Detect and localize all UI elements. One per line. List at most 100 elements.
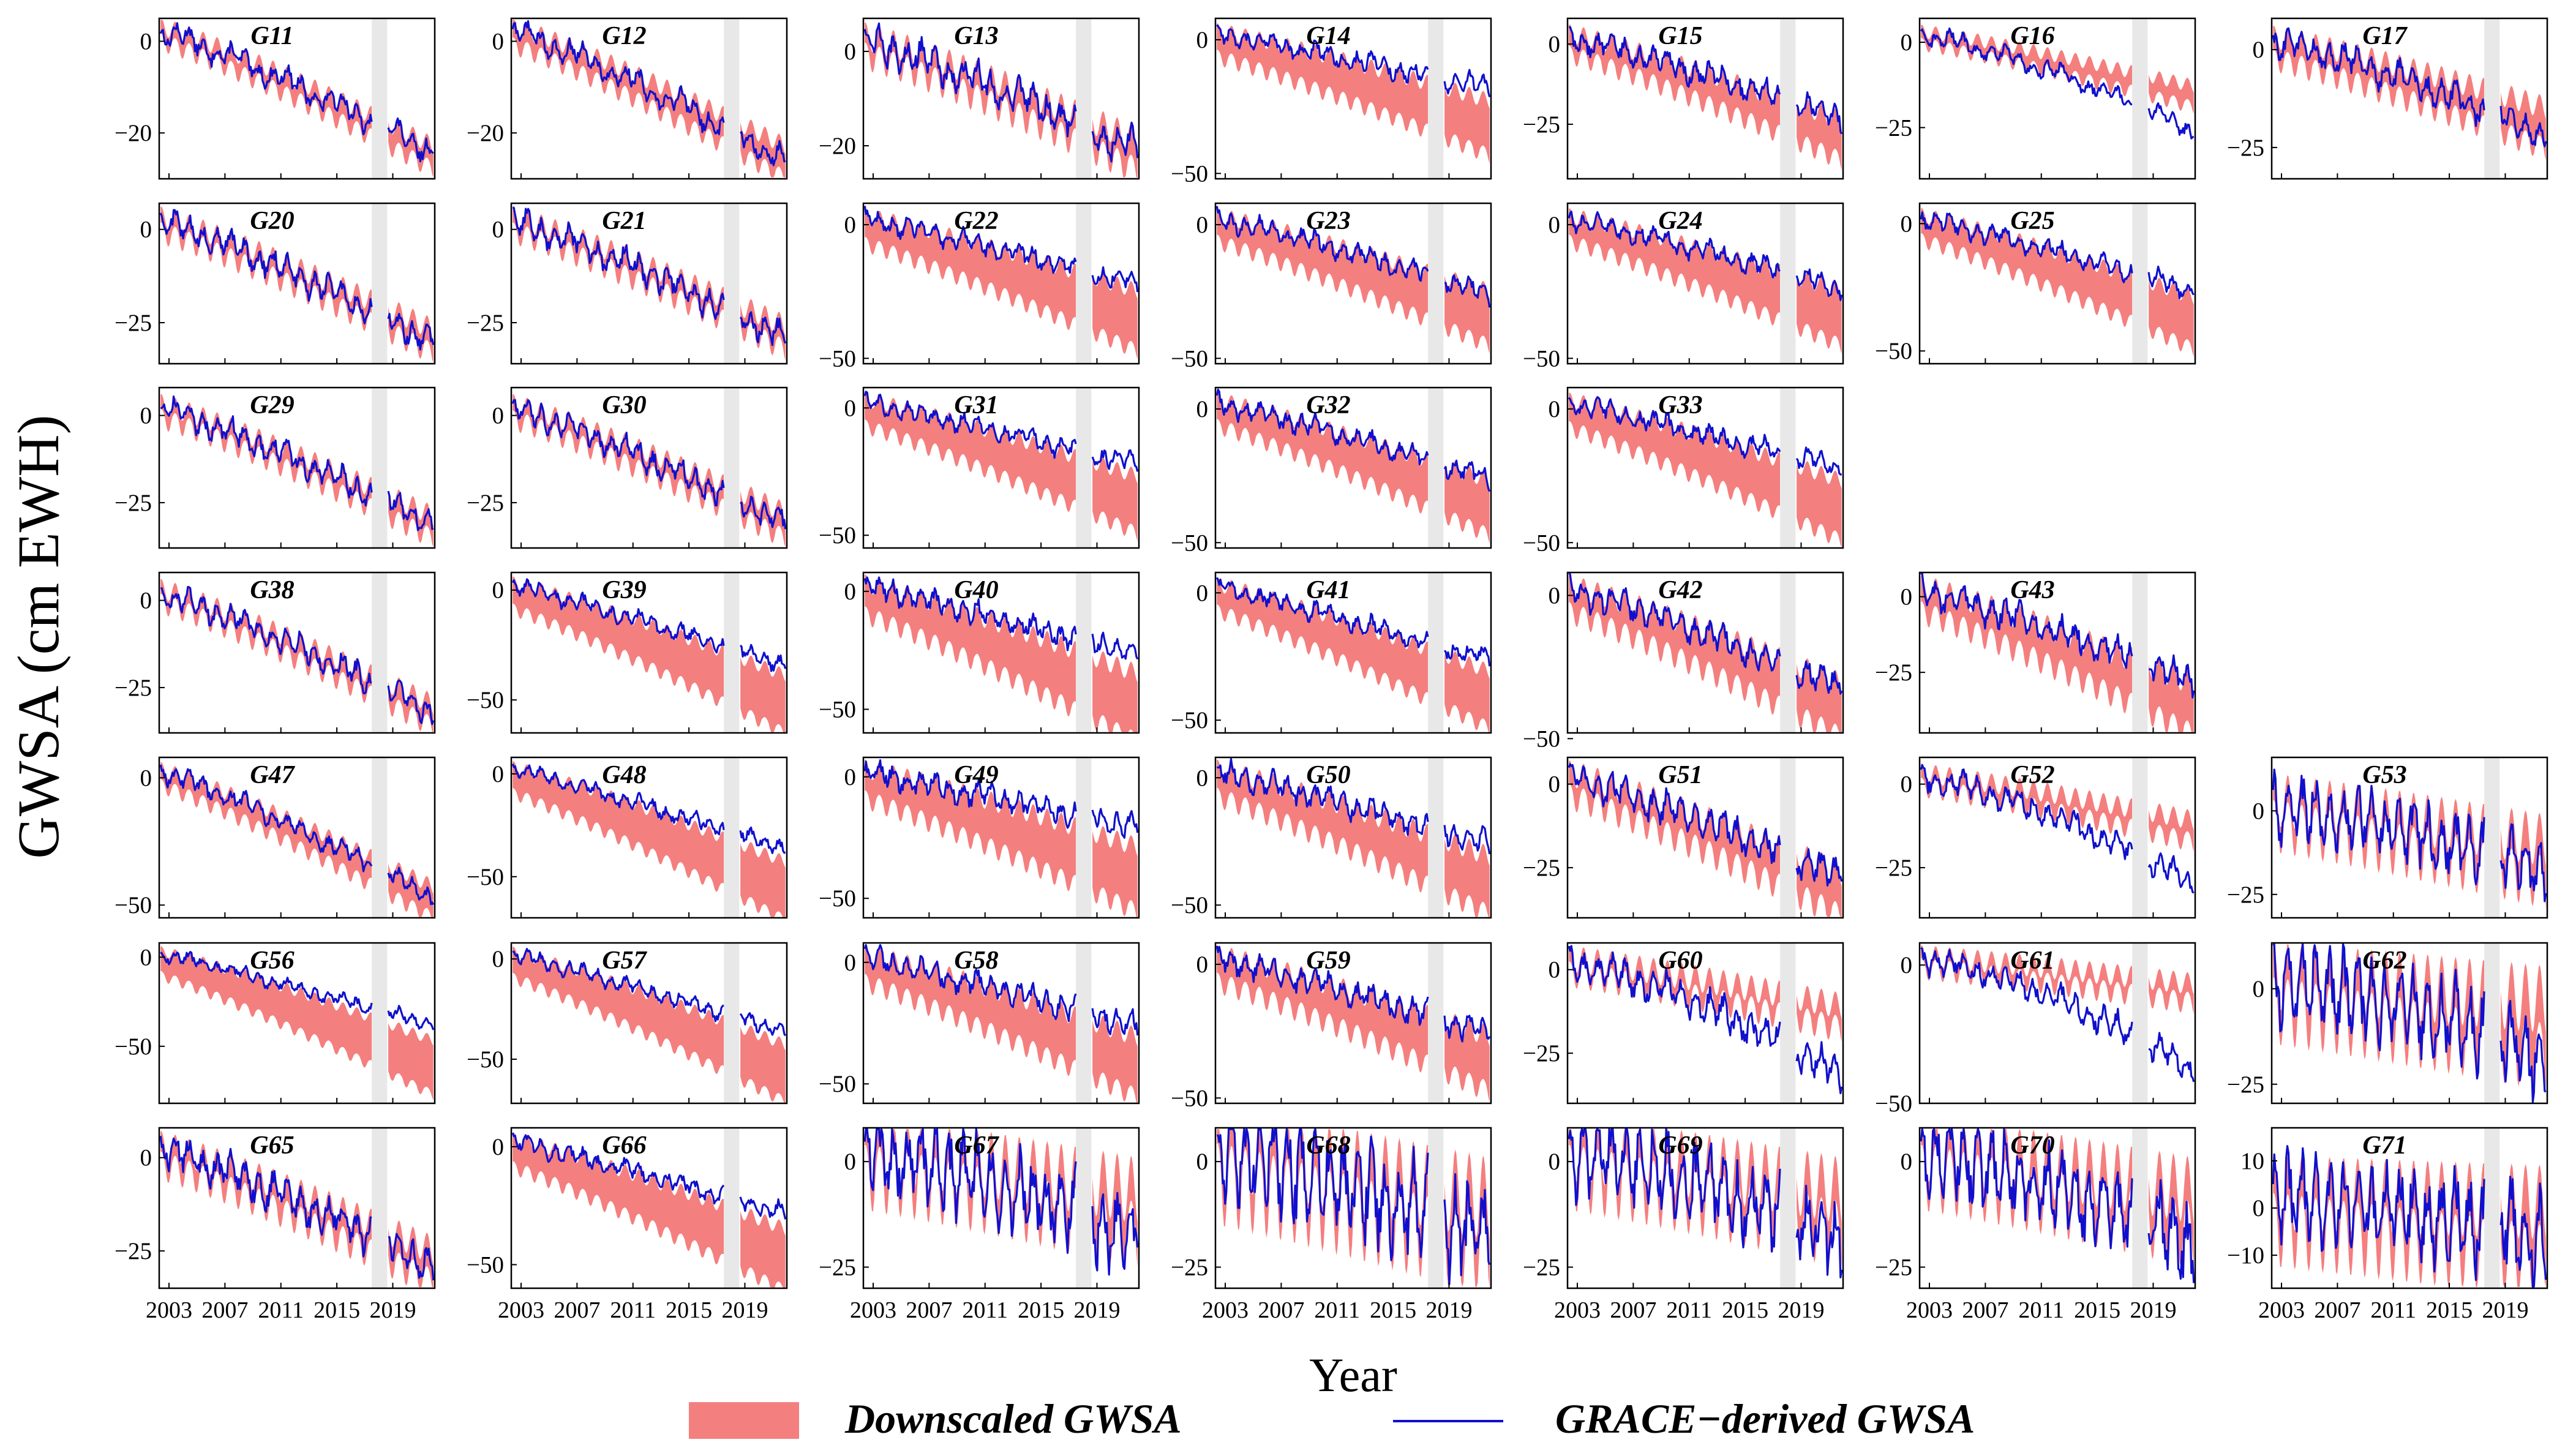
plot-frame	[510, 942, 788, 1105]
downscaled-band-1	[1217, 208, 1428, 326]
plot-content	[1568, 388, 1842, 548]
grace-line-1	[2272, 27, 2485, 127]
data-gap-shade	[1076, 943, 1092, 1103]
panel-g43: 0 −25 G43	[1875, 571, 2196, 734]
grace-line-1	[160, 586, 372, 695]
plot-content	[159, 203, 435, 364]
data-gap-shade	[724, 203, 740, 364]
y-tick-label: −50	[467, 687, 504, 713]
downscaled-band-2	[1092, 826, 1138, 917]
y-tick-label: −25	[819, 1255, 856, 1281]
grace-line-2	[388, 1233, 435, 1281]
panel-g31: 0 −50 G31	[819, 386, 1140, 549]
panel-g39: 0 −50 G39	[467, 571, 788, 734]
y-tick-label: 0	[2253, 1195, 2265, 1221]
grace-line-1	[863, 22, 1077, 138]
y-tick-label: 0	[492, 946, 505, 972]
x-tick-label: 2011	[1314, 1297, 1360, 1323]
plot-content	[1216, 18, 1491, 179]
downscaled-band-1	[2273, 1156, 2484, 1287]
panel-g68: 0 −25 2003 2007 2011 2015 2019 G68	[1171, 1127, 1492, 1323]
panel-title: G13	[954, 22, 998, 50]
x-tick-label: 2019	[1778, 1297, 1824, 1323]
downscaled-band-2	[1797, 461, 1842, 547]
y-tick-label: 0	[844, 39, 857, 65]
y-tick-label: −50	[467, 1251, 504, 1278]
x-tick-label: 2019	[2482, 1297, 2528, 1323]
data-gap-shade	[1428, 572, 1444, 733]
data-gap-shade	[1780, 203, 1796, 364]
plot-frame	[2270, 942, 2548, 1105]
x-tick-label: 2003	[1554, 1297, 1601, 1323]
data-gap-shade	[724, 388, 740, 548]
y-tick-label: 0	[1901, 211, 1913, 237]
plot-content	[863, 388, 1139, 548]
y-tick-label: −50	[1523, 345, 1560, 372]
downscaled-band-2	[388, 119, 434, 178]
data-gap-shade	[372, 757, 388, 918]
y-tick-label: −20	[819, 133, 856, 159]
x-tick-label: 2015	[2074, 1297, 2120, 1323]
y-tick-label: 0	[492, 217, 505, 243]
y-tick-label: −50	[467, 1046, 504, 1073]
panel-g42: 0 −50 G42	[1523, 571, 1844, 752]
grace-line-1	[1920, 1128, 2133, 1250]
panel-g66: 0 −50 2003 2007 2011 2015 2019 G66	[467, 1127, 788, 1323]
plot-frame	[862, 1127, 1140, 1289]
data-gap-shade	[1428, 943, 1444, 1103]
plot-frame	[1566, 202, 1844, 365]
plot-frame	[1214, 1127, 1492, 1289]
panel-title: G24	[1658, 207, 1702, 235]
downscaled-band-2	[740, 655, 786, 732]
panel-g29: 0 −25 G29	[115, 386, 436, 549]
y-tick-label: −25	[1875, 855, 1912, 881]
plot-frame	[510, 1127, 788, 1289]
x-tick-label: 2007	[1610, 1297, 1656, 1323]
plot-frame	[1214, 756, 1492, 919]
plot-frame	[1566, 1127, 1844, 1289]
panel-title: G66	[602, 1131, 646, 1160]
grace-line-1	[1920, 572, 2133, 669]
grace-line-1	[1568, 945, 1781, 1047]
panel-title: G42	[1658, 576, 1702, 604]
panel-title: G67	[954, 1131, 999, 1160]
plot-frame	[862, 571, 1140, 734]
y-tick-label: 0	[1901, 29, 1913, 56]
grace-line-2	[2147, 102, 2195, 140]
plot-content	[1568, 18, 1843, 179]
panel-title: G53	[2362, 761, 2406, 789]
data-gap-shade	[1780, 943, 1796, 1103]
grace-line-2	[1443, 824, 1491, 855]
y-tick-label: −20	[115, 120, 152, 146]
downscaled-band-2	[740, 1025, 786, 1103]
panel-g53: 0 −25 G53	[2227, 756, 2548, 919]
downscaled-band-1	[2273, 944, 2484, 1078]
plot-content	[1920, 18, 2195, 179]
grace-line-2	[739, 1196, 787, 1220]
grace-line-1	[512, 206, 725, 320]
downscaled-band-2	[740, 1209, 786, 1288]
data-gap-shade	[1076, 757, 1092, 918]
downscaled-band-2	[1797, 658, 1842, 732]
panel-title: G40	[954, 576, 998, 604]
panel-g71: 10 0 −10 2003 2007 2011 2015 2019 G71	[2227, 1127, 2548, 1323]
data-gap-shade	[1076, 572, 1092, 733]
downscaled-band-1	[865, 945, 1076, 1076]
downscaled-band-1	[1569, 575, 1780, 715]
y-tick-label: 0	[1549, 1149, 1561, 1175]
panel-title: G56	[250, 947, 294, 975]
plot-frame	[1918, 1127, 2196, 1289]
data-gap-shade	[724, 572, 740, 733]
panel-title: G11	[250, 22, 293, 50]
plot-content	[2272, 757, 2547, 918]
grace-line-2	[387, 313, 435, 351]
grace-line-1	[1216, 24, 1429, 84]
y-tick-label: 0	[492, 403, 505, 429]
plot-frame	[1566, 17, 1844, 180]
y-tick-label: −50	[1875, 338, 1912, 364]
downscaled-band-1	[1217, 392, 1428, 514]
grace-line-1	[159, 1136, 372, 1258]
grace-line-2	[1795, 1185, 1843, 1278]
data-gap-shade	[2132, 757, 2148, 918]
downscaled-band-1	[160, 20, 372, 143]
